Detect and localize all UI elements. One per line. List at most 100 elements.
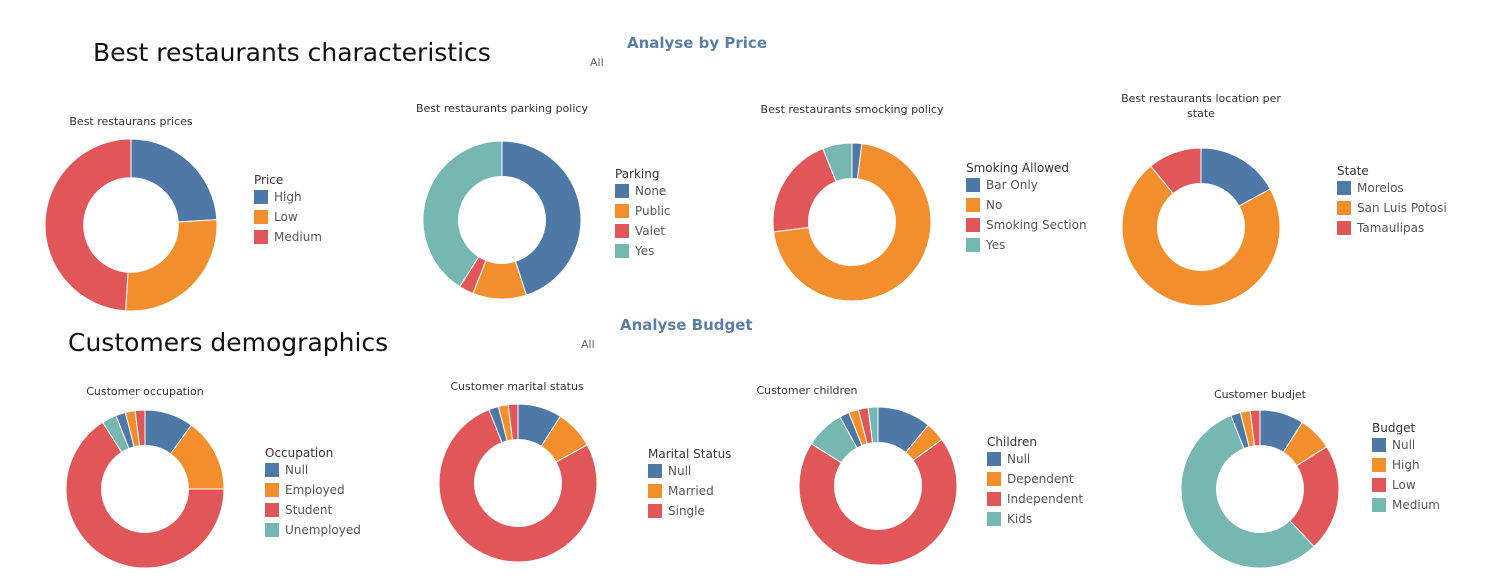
legend-label: No (986, 198, 1003, 212)
legend-item-single[interactable]: Single (648, 501, 731, 521)
legend-swatch (1337, 221, 1351, 235)
legend-parking: Parking None Public Valet Yes (615, 167, 671, 261)
legend-label: Low (274, 210, 298, 224)
chart-title-prices: Best restaurans prices (69, 115, 193, 128)
legend-item-married[interactable]: Married (648, 481, 731, 501)
filter-budget-value[interactable]: All (581, 338, 595, 351)
legend-swatch (615, 224, 629, 238)
legend-label: Married (668, 484, 714, 498)
legend-swatch (615, 244, 629, 258)
legend-title: Parking (615, 167, 660, 181)
legend-swatch (966, 218, 980, 232)
section-title-restaurants: Best restaurants characteristics (93, 38, 491, 67)
legend-swatch (648, 484, 662, 498)
legend-item-none[interactable]: None (615, 181, 671, 201)
legend-item-yes[interactable]: Yes (966, 235, 1087, 255)
legend-item-no[interactable]: No (966, 195, 1087, 215)
legend-item-null[interactable]: Null (265, 460, 361, 480)
legend-item-high[interactable]: High (1372, 455, 1440, 475)
slice-none[interactable] (501, 140, 582, 296)
slice-san-luis-potosi[interactable] (1121, 165, 1281, 307)
legend-label: Bar Only (986, 178, 1038, 192)
slice-independent[interactable] (798, 438, 958, 566)
legend-title: Budget (1372, 421, 1416, 435)
slice-no[interactable] (773, 143, 932, 302)
legend-location: State Morelos San Luis Potosi Tamaulipas (1337, 164, 1447, 238)
legend-swatch (987, 452, 1001, 466)
donut-chart-smoking (772, 142, 932, 302)
slice-single[interactable] (438, 408, 598, 563)
donut-chart-location (1121, 147, 1281, 307)
legend-label: Student (285, 503, 333, 517)
legend-item-null[interactable]: Null (987, 449, 1083, 469)
legend-budget: Budget Null High Low Medium (1372, 421, 1440, 515)
legend-item-low[interactable]: Low (1372, 475, 1440, 495)
legend-label: Employed (285, 483, 345, 497)
slice-minor[interactable] (1249, 409, 1261, 447)
slice-tamaulipas[interactable] (1149, 147, 1202, 195)
legend-item-smoking-section[interactable]: Smoking Section (966, 215, 1087, 235)
slice-minor[interactable] (134, 409, 146, 447)
filter-budget-title[interactable]: Analyse Budget (620, 316, 753, 334)
legend-swatch (254, 230, 268, 244)
legend-label: Tamaulipas (1357, 221, 1425, 235)
legend-label: None (635, 184, 667, 198)
legend-swatch (987, 512, 1001, 526)
legend-label: Public (635, 204, 671, 218)
legend-label: San Luis Potosi (1357, 201, 1447, 215)
legend-swatch (615, 204, 629, 218)
slice-yes[interactable] (822, 142, 853, 183)
legend-item-san-luis-potosi[interactable]: San Luis Potosi (1337, 198, 1447, 218)
legend-item-medium[interactable]: Medium (1372, 495, 1440, 515)
legend-label: Medium (1392, 498, 1440, 512)
legend-swatch (265, 503, 279, 517)
filter-price-value[interactable]: All (590, 56, 604, 69)
legend-item-null[interactable]: Null (648, 461, 731, 481)
legend-label: Unemployed (285, 523, 361, 537)
legend-title: Smoking Allowed (966, 161, 1070, 175)
slice-high[interactable] (130, 138, 218, 223)
legend-swatch (648, 504, 662, 518)
legend-title: Price (254, 173, 284, 187)
legend-swatch (987, 492, 1001, 506)
legend-item-yes[interactable]: Yes (615, 241, 671, 261)
legend-item-tamaulipas[interactable]: Tamaulipas (1337, 218, 1447, 238)
legend-swatch (265, 483, 279, 497)
legend-item-valet[interactable]: Valet (615, 221, 671, 241)
legend-item-independent[interactable]: Independent (987, 489, 1083, 509)
legend-item-dependent[interactable]: Dependent (987, 469, 1083, 489)
legend-item-employed[interactable]: Employed (265, 480, 361, 500)
slice-smoking-section[interactable] (772, 147, 837, 233)
legend-item-medium[interactable]: Medium (254, 227, 322, 247)
legend-item-kids[interactable]: Kids (987, 509, 1083, 529)
legend-item-unemployed[interactable]: Unemployed (265, 520, 361, 540)
legend-item-student[interactable]: Student (265, 500, 361, 520)
legend-item-bar-only[interactable]: Bar Only (966, 175, 1087, 195)
chart-title-children: Customer children (756, 384, 858, 397)
slice-low[interactable] (125, 219, 218, 312)
legend-label: High (274, 190, 302, 204)
legend-swatch (254, 190, 268, 204)
legend-swatch (966, 238, 980, 252)
legend-item-low[interactable]: Low (254, 207, 322, 227)
slice-yes[interactable] (422, 140, 503, 288)
legend-swatch (1372, 458, 1386, 472)
slice-minor[interactable] (507, 403, 519, 441)
legend-item-high[interactable]: High (254, 187, 322, 207)
legend-title: Occupation (265, 446, 334, 460)
legend-marital: Marital Status Null Married Single (648, 447, 731, 521)
legend-prices: Price High Low Medium (254, 173, 322, 247)
slice-student[interactable] (65, 421, 225, 569)
filter-price-title[interactable]: Analyse by Price (627, 34, 767, 52)
legend-label: Single (668, 504, 705, 518)
legend-label: Smoking Section (986, 218, 1087, 232)
slice-medium[interactable] (44, 138, 132, 312)
legend-item-morelos[interactable]: Morelos (1337, 178, 1447, 198)
legend-swatch (1372, 498, 1386, 512)
legend-label: Dependent (1007, 472, 1074, 486)
legend-item-null[interactable]: Null (1372, 435, 1440, 455)
slice-minor[interactable] (867, 406, 879, 444)
slice-medium[interactable] (1180, 414, 1315, 569)
legend-item-public[interactable]: Public (615, 201, 671, 221)
legend-occupation: Occupation Null Employed Student Unemplo… (265, 446, 361, 540)
